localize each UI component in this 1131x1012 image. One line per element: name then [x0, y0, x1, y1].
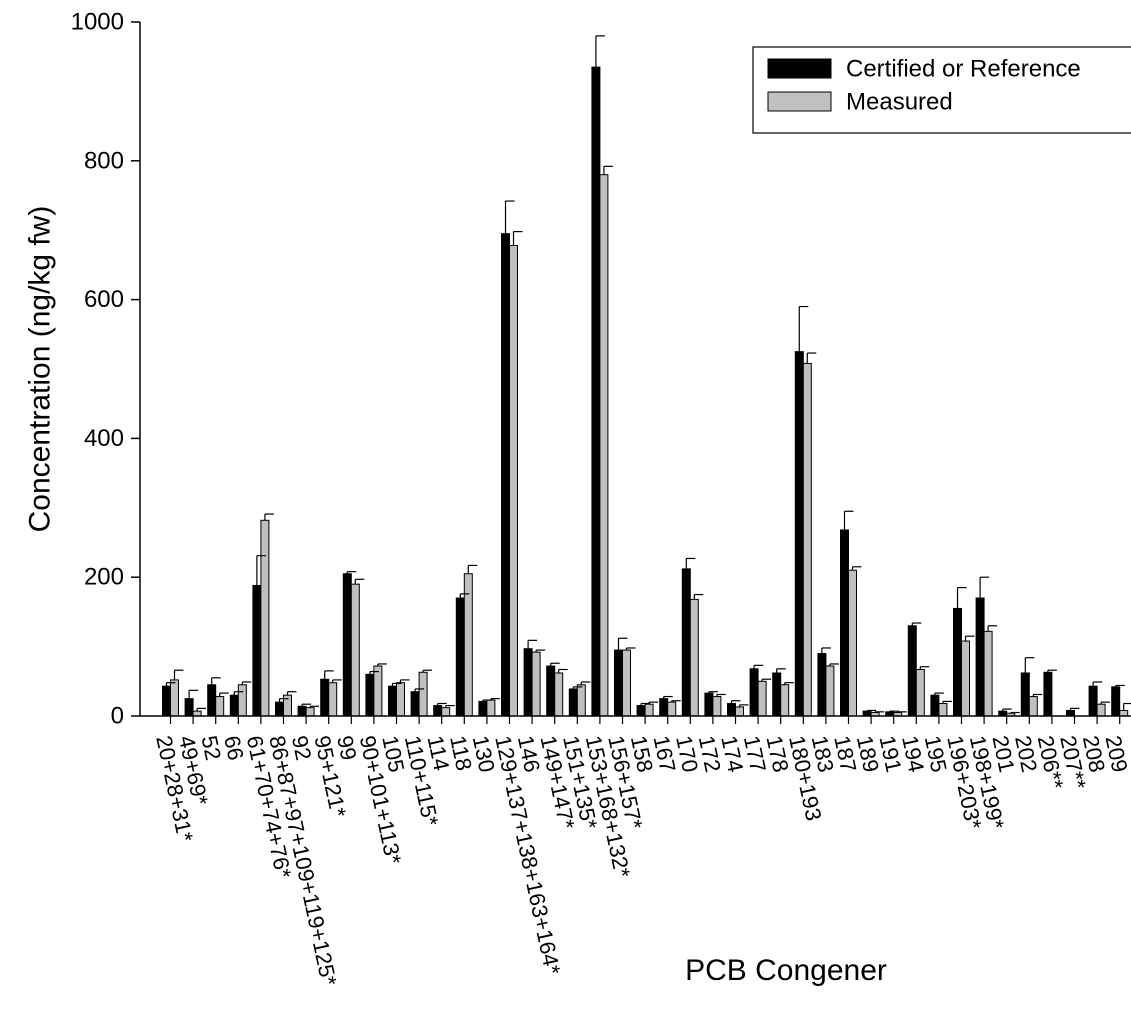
bar-certified-12	[433, 705, 443, 717]
x-tick-label: 66	[219, 733, 249, 762]
bar-measured-15	[509, 244, 518, 717]
error-bars-layer	[165, 35, 1131, 714]
bar-measured-33	[915, 669, 925, 717]
bar-measured-19	[599, 174, 609, 717]
bar-certified-40	[1066, 709, 1075, 717]
bar-certified-21	[636, 705, 646, 717]
bar-measured-3	[237, 684, 247, 717]
bar-certified-3	[229, 694, 239, 717]
bar-certified-38	[1020, 672, 1030, 717]
bar-measured-11	[418, 671, 428, 717]
bar-certified-22	[659, 698, 669, 717]
bar-certified-25	[727, 703, 736, 717]
bar-measured-20	[622, 649, 631, 717]
bar-certified-2	[207, 684, 217, 717]
legend-swatch-measured	[767, 91, 832, 112]
y-axis-label: Concentration (ng/kg fw)	[24, 206, 57, 533]
legend-swatch-certified	[767, 58, 832, 79]
bar-certified-23	[681, 568, 691, 717]
bar-certified-41	[1088, 685, 1098, 717]
bar-measured-7	[328, 682, 338, 717]
bar-measured-27	[780, 684, 790, 717]
bar-certified-6	[297, 705, 307, 717]
bar-measured-28	[802, 362, 812, 717]
bar-measured-13	[463, 573, 473, 717]
bar-measured-26	[757, 680, 767, 717]
bar-certified-17	[546, 665, 556, 717]
bar-measured-29	[825, 665, 835, 717]
bar-measured-36	[983, 630, 993, 717]
bar-measured-4	[260, 519, 270, 717]
bar-certified-4	[252, 585, 262, 717]
bar-certified-26	[749, 668, 759, 717]
bar-measured-8	[350, 583, 360, 717]
bars-layer	[162, 66, 1129, 717]
bar-measured-24	[712, 696, 722, 717]
bar-measured-0	[170, 679, 179, 717]
bar-certified-34	[930, 694, 940, 717]
bar-measured-22	[667, 701, 677, 717]
bar-certified-0	[162, 685, 171, 717]
bar-measured-12	[441, 707, 451, 717]
bar-measured-21	[644, 703, 654, 717]
y-ticks: 0 200 400 600 800 1000	[71, 9, 140, 730]
y-tick-label: 0	[111, 703, 124, 730]
x-axis-label: PCB Congener	[685, 954, 887, 987]
bar-measured-10	[396, 682, 405, 717]
bar-certified-8	[342, 573, 352, 717]
bar-certified-1	[184, 698, 194, 717]
bar-measured-35	[961, 640, 970, 717]
bar-certified-42	[1111, 686, 1121, 717]
bar-measured-23	[689, 598, 699, 717]
legend: Certified or Reference Measured	[752, 46, 1131, 134]
bar-certified-27	[772, 672, 782, 717]
bar-certified-14	[478, 700, 488, 717]
bar-certified-5	[275, 701, 284, 717]
legend-label-certified: Certified or Reference	[846, 56, 1081, 83]
bar-certified-33	[907, 625, 917, 717]
bar-measured-16	[531, 651, 541, 717]
x-tick-label: 92	[287, 733, 317, 762]
x-tick-label: 99	[332, 733, 362, 762]
bar-certified-15	[501, 233, 510, 717]
bar-measured-25	[735, 706, 744, 717]
bar-certified-36	[975, 597, 985, 717]
bar-measured-30	[848, 569, 857, 717]
x-ticks: 20+28+31*49+69*526661+70+74+76*86+87+97+…	[151, 716, 1131, 988]
bar-measured-34	[938, 703, 948, 717]
bar-certified-9	[365, 673, 375, 717]
x-tick-label: 52	[196, 733, 226, 762]
bar-certified-24	[704, 692, 714, 717]
bar-certified-35	[953, 607, 962, 717]
y-tick-label: 400	[84, 425, 124, 452]
bar-certified-10	[388, 685, 397, 717]
bar-measured-41	[1096, 703, 1106, 717]
bar-certified-30	[840, 529, 849, 717]
bar-certified-13	[455, 597, 465, 717]
legend-label-measured: Measured	[846, 89, 953, 116]
bar-measured-17	[554, 672, 564, 717]
bar-measured-2	[215, 696, 225, 717]
bar-certified-20	[614, 649, 623, 717]
y-tick-label: 800	[84, 147, 124, 174]
bar-certified-7	[320, 678, 330, 717]
bar-certified-19	[591, 66, 601, 717]
bar-measured-9	[373, 665, 383, 717]
y-tick-label: 600	[84, 286, 124, 313]
bar-measured-6	[305, 707, 315, 717]
bar-measured-14	[486, 699, 496, 717]
bar-certified-29	[817, 653, 827, 717]
bar-measured-38	[1028, 696, 1038, 717]
bar-measured-42	[1119, 709, 1129, 717]
bar-certified-11	[410, 691, 420, 717]
axes-layer	[139, 22, 1131, 717]
y-tick-label: 200	[84, 564, 124, 591]
bar-certified-39	[1043, 671, 1053, 717]
bar-measured-18	[576, 684, 586, 717]
bar-certified-28	[794, 351, 804, 717]
bar-certified-16	[523, 648, 533, 717]
bar-certified-18	[568, 688, 578, 717]
y-tick-label: 1000	[71, 9, 124, 36]
